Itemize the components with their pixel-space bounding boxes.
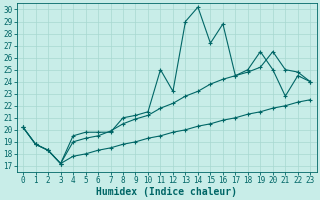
X-axis label: Humidex (Indice chaleur): Humidex (Indice chaleur): [96, 186, 237, 197]
